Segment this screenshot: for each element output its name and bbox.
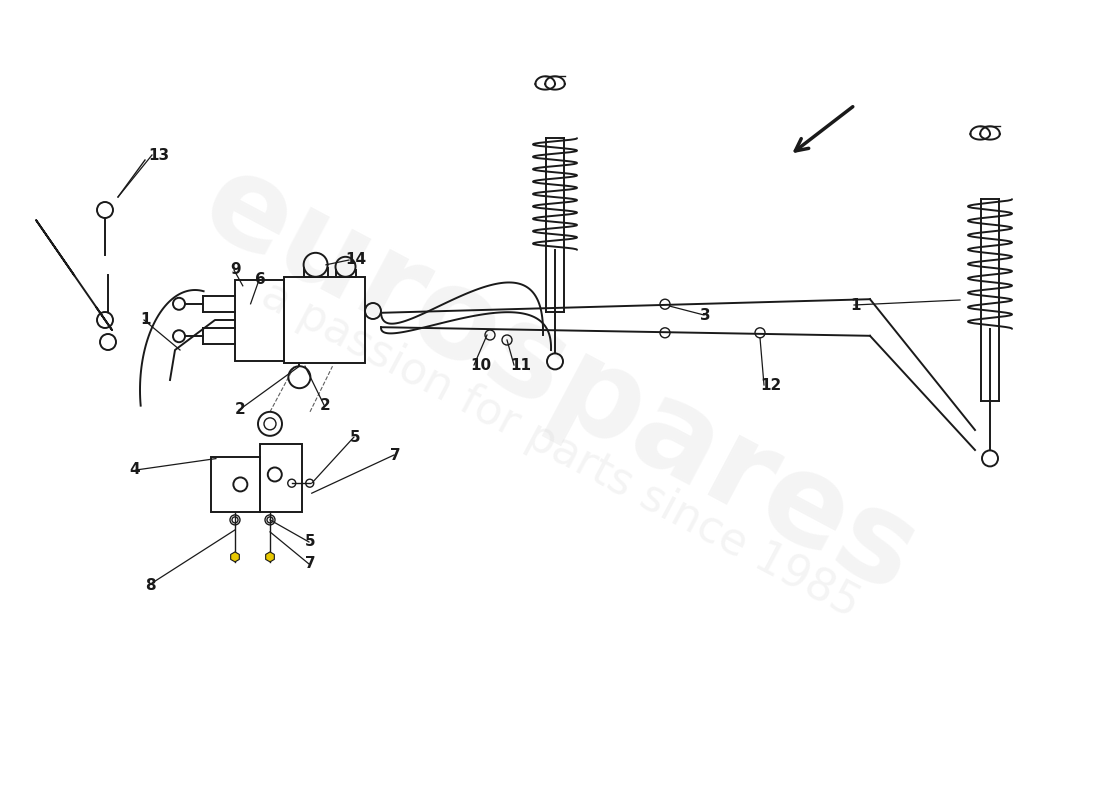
Text: 5: 5 — [305, 534, 316, 550]
Text: 7: 7 — [305, 557, 316, 571]
Text: 5: 5 — [350, 430, 361, 445]
Text: 3: 3 — [700, 307, 711, 322]
Text: 7: 7 — [390, 447, 400, 462]
Text: 12: 12 — [760, 378, 781, 393]
Text: 1: 1 — [850, 298, 860, 313]
Text: 1: 1 — [140, 313, 151, 327]
Text: 13: 13 — [148, 147, 169, 162]
Text: 9: 9 — [230, 262, 241, 278]
Text: eurospares: eurospares — [183, 141, 937, 619]
Polygon shape — [231, 552, 240, 562]
Text: 2: 2 — [235, 402, 245, 418]
Text: 4: 4 — [130, 462, 140, 478]
Text: 14: 14 — [345, 253, 366, 267]
Text: 8: 8 — [145, 578, 155, 593]
Text: a passion for parts since 1985: a passion for parts since 1985 — [253, 274, 867, 626]
Text: 10: 10 — [470, 358, 491, 373]
Polygon shape — [266, 552, 274, 562]
Text: 11: 11 — [510, 358, 531, 373]
Text: 6: 6 — [255, 273, 266, 287]
Text: 2: 2 — [320, 398, 331, 413]
